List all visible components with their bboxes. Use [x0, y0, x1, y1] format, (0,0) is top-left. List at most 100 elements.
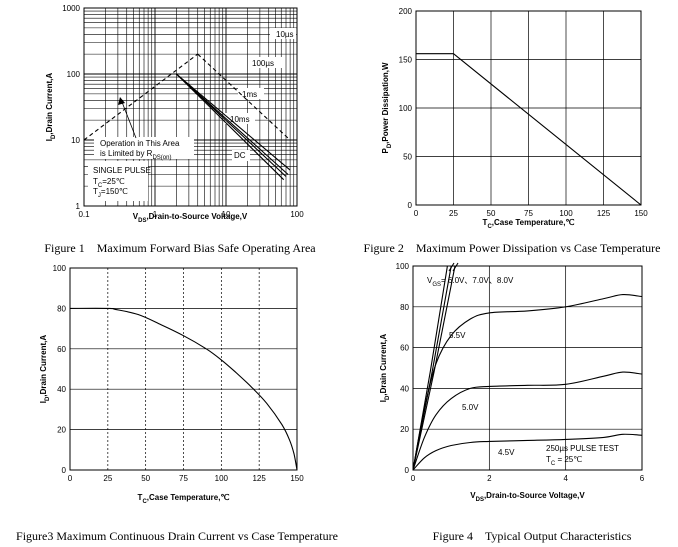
fig1-series-4 [176, 73, 287, 177]
fig4-ytick-label: 20 [400, 425, 409, 434]
fig1-label-10ms: 10ms [230, 115, 250, 124]
fig2-power-dissipation-chart: 0 25 50 75 100 125 150 0 50 100 150 200 TC,Case Temp… [364, 7, 661, 255]
fig4-ytick-label: 0 [405, 466, 410, 475]
fig1-xtick-label: 10 [222, 210, 231, 219]
fig3-plot-frame [69, 267, 298, 471]
fig1-label-backdrop [232, 150, 250, 161]
fig3-xtick-label: 75 [179, 474, 188, 483]
fig2-caption: Figure 2 Maximum Power Dissipation vs Ca… [364, 241, 661, 255]
fig2-xtick-label: 150 [634, 209, 648, 218]
fig2-ytick-label: 0 [408, 201, 413, 210]
fig2-xtick-label: 50 [487, 209, 496, 218]
fig4-label-5v5: 5.5V [449, 331, 466, 340]
fig4-label-tc: TC = 25℃ [546, 455, 582, 467]
fig1-y-axis-label: ID,Drain Current,A [45, 73, 57, 142]
fig1-ytick-label: 1000 [62, 4, 80, 13]
fig3-ytick-label: 100 [53, 264, 67, 273]
fig3-ytick-label: 80 [57, 304, 66, 313]
fig4-x-axis-label: VDS,Drain-to-Source Voltage,V [470, 491, 585, 503]
fig2-ytick-label: 150 [399, 56, 413, 65]
fig4-y-axis-label: ID,Drain Current,A [379, 334, 391, 403]
fig1-label-tj: TJ=150℃ [93, 187, 128, 199]
fig1-label-100us: 100µs [252, 59, 274, 68]
fig1-label-dc: DC [234, 151, 246, 160]
fig2-ytick-label: 100 [399, 104, 413, 113]
fig3-ytick-label: 60 [57, 345, 66, 354]
fig3-xtick-label: 100 [215, 474, 229, 483]
fig1-ytick-label: 1 [76, 202, 81, 211]
fig3-drain-current-chart: 0 25 50 75 100 125 150 0 20 40 60 80 100 TC,Case Temp… [16, 264, 338, 543]
fig1-label-backdrop [248, 57, 282, 68]
fig4-series-5 [412, 433, 643, 471]
fig4-label-5v0: 5.0V [462, 403, 479, 412]
fig1-label-backdrop [238, 88, 264, 99]
fig1-arrow-head [118, 97, 125, 105]
fig3-y-axis-label: ID,Drain Current,A [39, 335, 51, 404]
fig1-label-backdrop [225, 113, 255, 124]
fig3-xtick-label: 150 [290, 474, 304, 483]
fig3-caption: Figure3 Maximum Continuous Drain Current… [16, 529, 338, 543]
fig1-x-axis-label: VDS,Drain-to-Source Voltage,V [133, 212, 248, 224]
fig4-label-pulse-test: 250µs PULSE TEST [546, 444, 619, 453]
fig4-series-4 [412, 371, 643, 471]
fig2-series-0 [416, 53, 642, 206]
fig1-label-operation-line1: Operation in This Area [100, 139, 180, 148]
fig4-series-3 [412, 294, 643, 471]
fig4-label-vgs: VGS= 6.0V、7.0V、8.0V [427, 276, 514, 288]
fig1-label-1ms: 1ms [242, 90, 257, 99]
fig2-ytick-label: 50 [403, 153, 412, 162]
fig2-x-axis-label: TC,Case Temperature,℃ [483, 218, 575, 230]
fig1-series-2 [176, 73, 291, 171]
fig1-label-backdrop [94, 137, 194, 159]
fig1-plot-frame [83, 7, 298, 207]
fig1-xtick-label: 0.1 [78, 210, 90, 219]
fig2-xtick-label: 25 [449, 209, 458, 218]
fig1-xtick-label: 1 [153, 210, 158, 219]
fig2-plot-frame [415, 10, 642, 206]
fig4-xtick-label: 4 [563, 474, 568, 483]
fig3-ytick-label: 20 [57, 426, 66, 435]
fig1-arrow-line [121, 101, 137, 139]
fig2-xtick-label: 100 [559, 209, 573, 218]
fig4-label-4v5: 4.5V [498, 448, 515, 457]
fig3-ytick-label: 40 [57, 385, 66, 394]
fig1-label-backdrop [270, 28, 296, 39]
fig3-xtick-label: 125 [252, 474, 266, 483]
fig1-series-5 [176, 73, 285, 181]
fig1-label-single-pulse: SINGLE PULSE [93, 166, 151, 175]
fig4-ytick-label: 80 [400, 303, 409, 312]
fig2-xtick-label: 75 [524, 209, 533, 218]
fig4-ytick-label: 60 [400, 344, 409, 353]
fig1-series-1 [197, 53, 291, 141]
fig4-xtick-label: 0 [411, 474, 416, 483]
fig4-ytick-label: 100 [396, 262, 410, 271]
fig3-xtick-label: 0 [68, 474, 73, 483]
fig1-label-tc: TC=25℃ [93, 177, 125, 189]
fig1-label-backdrop [88, 161, 148, 201]
fig1-label-operation-line2: is Limited by RDS(on) [100, 149, 171, 161]
fig1-ytick-label: 100 [67, 70, 81, 79]
fig3-ytick-label: 0 [62, 466, 67, 475]
fig3-xtick-label: 25 [103, 474, 112, 483]
fig4-series-2 [412, 265, 456, 471]
fig4-caption: Figure 4 Typical Output Characteristics [433, 529, 632, 543]
fig2-xtick-label: 0 [414, 209, 419, 218]
fig2-xtick-label: 125 [597, 209, 611, 218]
fig4-ytick-label: 40 [400, 384, 409, 393]
fig1-xtick-label: 100 [290, 210, 304, 219]
fig3-xtick-label: 50 [141, 474, 150, 483]
fig2-y-axis-label: PD,Power Dissipation,W [381, 62, 393, 153]
fig4-axis-break-mark [448, 262, 459, 272]
fig4-xtick-label: 2 [487, 474, 492, 483]
fig4-plot-frame [412, 265, 643, 471]
fig1-safe-operating-area-chart: 0.1 1 10 100110100100010µs100µs1ms10msDCOpe… [44, 4, 316, 255]
fig4-xtick-label: 6 [640, 474, 645, 483]
fig3-x-axis-label: TC,Case Temperature,℃ [138, 493, 230, 505]
fig2-ytick-label: 200 [399, 7, 413, 16]
fig1-label-10us: 10µs [276, 30, 294, 39]
fig1-series-0 [83, 53, 199, 141]
fig1-ytick-label: 10 [71, 136, 80, 145]
fig3-series-0 [69, 307, 298, 471]
